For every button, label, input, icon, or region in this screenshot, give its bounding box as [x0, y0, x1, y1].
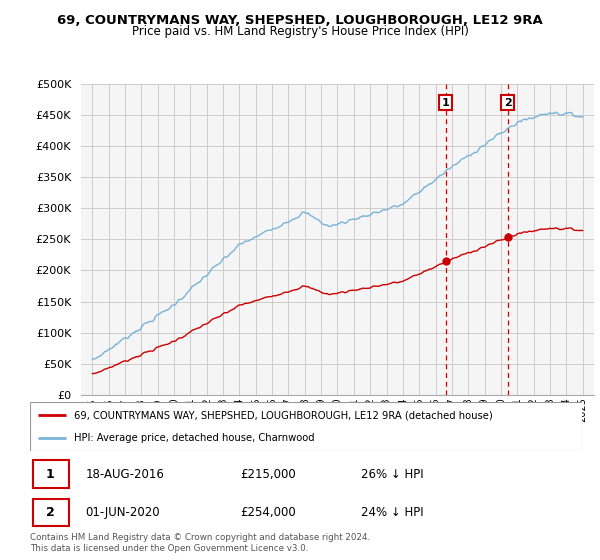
- Text: 26% ↓ HPI: 26% ↓ HPI: [361, 468, 424, 480]
- Text: 69, COUNTRYMANS WAY, SHEPSHED, LOUGHBOROUGH, LE12 9RA (detached house): 69, COUNTRYMANS WAY, SHEPSHED, LOUGHBORO…: [74, 410, 493, 421]
- Text: 01-JUN-2020: 01-JUN-2020: [85, 506, 160, 519]
- Text: 1: 1: [442, 97, 449, 108]
- Text: 1: 1: [46, 468, 55, 480]
- Text: 2: 2: [46, 506, 55, 519]
- Text: £254,000: £254,000: [240, 506, 296, 519]
- Text: Contains HM Land Registry data © Crown copyright and database right 2024.
This d: Contains HM Land Registry data © Crown c…: [30, 533, 370, 553]
- Text: 69, COUNTRYMANS WAY, SHEPSHED, LOUGHBOROUGH, LE12 9RA: 69, COUNTRYMANS WAY, SHEPSHED, LOUGHBORO…: [57, 14, 543, 27]
- Text: 18-AUG-2016: 18-AUG-2016: [85, 468, 164, 480]
- Bar: [33, 499, 68, 526]
- Text: 24% ↓ HPI: 24% ↓ HPI: [361, 506, 424, 519]
- Bar: [33, 460, 68, 488]
- Text: 2: 2: [504, 97, 512, 108]
- Text: Price paid vs. HM Land Registry's House Price Index (HPI): Price paid vs. HM Land Registry's House …: [131, 25, 469, 38]
- Text: HPI: Average price, detached house, Charnwood: HPI: Average price, detached house, Char…: [74, 433, 315, 444]
- Text: £215,000: £215,000: [240, 468, 296, 480]
